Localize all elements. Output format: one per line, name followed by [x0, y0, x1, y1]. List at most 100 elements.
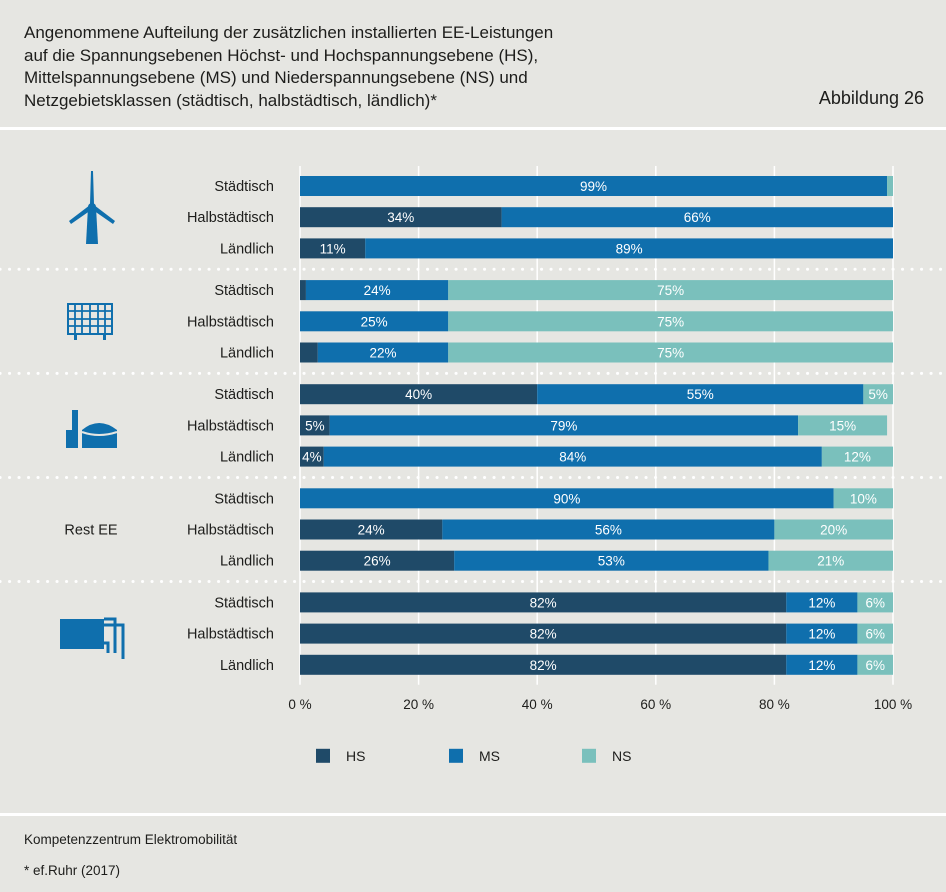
row-label: Städtisch	[214, 283, 274, 299]
title-line: Angenommene Aufteilung der zusätzlichen …	[24, 23, 554, 42]
footnote-text: * ef.Ruhr (2017)	[24, 863, 121, 878]
bar-value-label: 12%	[844, 450, 871, 465]
bar-segment-ns	[768, 550, 893, 571]
row-label: Städtisch	[214, 595, 274, 611]
x-tick-label: 100 %	[874, 697, 912, 712]
bar-value-label: 26%	[364, 554, 391, 569]
title-line: Mittelspannungsebene (MS) und Niederspan…	[24, 68, 528, 87]
bar-segment-ms	[323, 446, 822, 467]
bar-segment-hs	[300, 592, 787, 613]
legend-label: MS	[479, 748, 500, 764]
title-line: auf die Spannungsebenen Höchst- und Hoch…	[24, 45, 539, 65]
row-label: Ländlich	[220, 346, 274, 362]
bar-segment-hs	[300, 654, 787, 675]
bar-value-label: 6%	[865, 627, 885, 642]
bar-segment-ns	[448, 280, 893, 301]
bar-value-label: 34%	[387, 210, 414, 225]
bar-segment-ms	[501, 207, 893, 228]
bar-value-label: 75%	[657, 346, 684, 361]
bar-segment-ns	[798, 415, 888, 436]
bar-value-label: 6%	[865, 595, 885, 610]
bar-segment-ms	[305, 280, 449, 301]
row-label: Ländlich	[220, 554, 274, 570]
bar-value-label: 5%	[868, 387, 888, 402]
legend-label: HS	[346, 748, 365, 764]
bar-segment-ns	[857, 592, 893, 613]
bar-segment-ms	[537, 384, 864, 405]
bar-value-label: 89%	[616, 241, 643, 256]
bar-value-label: 25%	[361, 314, 388, 329]
group-icons	[60, 171, 125, 659]
row-label: Halbstädtisch	[187, 314, 274, 330]
chart-title: Angenommene Aufteilung der zusätzlichen …	[24, 22, 644, 112]
bar-segment-ms	[317, 342, 449, 363]
bar-value-label: 84%	[559, 450, 586, 465]
bar-segment-ms	[300, 311, 449, 332]
group-label: Rest EE	[64, 523, 118, 539]
bar-value-label: 75%	[657, 314, 684, 329]
row-label: Ländlich	[220, 241, 274, 257]
x-tick-label: 20 %	[403, 697, 434, 712]
heat-pump-icon	[60, 617, 125, 659]
bar-value-label: 82%	[530, 627, 557, 642]
row-label: Ländlich	[220, 450, 274, 466]
bar-value-label: 4%	[302, 450, 322, 465]
bar-segment-hs	[300, 280, 306, 301]
bar-value-label: 82%	[530, 658, 557, 673]
bar-value-label: 6%	[865, 658, 885, 673]
bar-segment-hs	[300, 238, 366, 259]
bar-value-label: 99%	[580, 179, 607, 194]
top-divider	[0, 127, 946, 130]
bars: 99% 34% 66% 11% 89% 24% 75% 25% 75% 22% 75% 40% 55% 5…	[300, 176, 894, 675]
bar-value-label: 20%	[820, 523, 847, 538]
bar-value-label: 55%	[687, 387, 714, 402]
legend-swatch-ms	[449, 748, 463, 763]
bar-value-label: 53%	[598, 554, 625, 569]
bar-segment-ms	[300, 488, 834, 509]
x-axis-ticks: 0 % 20 % 40 % 60 % 80 % 100 %	[288, 697, 912, 712]
bar-segment-ns	[857, 623, 893, 644]
bar-value-label: 82%	[530, 595, 557, 610]
biogas-plant-icon	[66, 410, 118, 448]
row-label: Städtisch	[214, 387, 274, 403]
bar-segment-ns	[857, 654, 893, 675]
legend-swatch-hs	[316, 748, 330, 763]
bar-value-label: 24%	[358, 523, 385, 538]
row-label: Halbstädtisch	[187, 627, 274, 643]
bar-segment-hs	[300, 550, 455, 571]
row-label: Städtisch	[214, 179, 274, 195]
bar-value-label: 79%	[550, 418, 577, 433]
bar-value-label: 12%	[808, 627, 835, 642]
bottom-divider	[0, 813, 946, 816]
bar-segment-hs	[300, 623, 787, 644]
bar-value-label: 12%	[808, 658, 835, 673]
row-label: Halbstädtisch	[187, 418, 274, 434]
bar-value-label: 12%	[808, 595, 835, 610]
title-line: Netzgebietsklassen (städtisch, halbstädt…	[24, 90, 437, 110]
bar-segment-ms	[300, 176, 888, 196]
bar-value-label: 10%	[850, 491, 877, 506]
x-tick-label: 40 %	[522, 697, 553, 712]
bar-segment-ns	[774, 519, 893, 540]
bar-segment-hs	[300, 446, 324, 467]
source-text: Kompetenzzentrum Elektromobilität	[24, 832, 238, 847]
legend-label: NS	[612, 748, 631, 764]
bar-segment-ms	[329, 415, 799, 436]
bar-segment-ms	[786, 592, 858, 613]
bar-segment-ns	[887, 176, 893, 196]
bar-segment-ns	[448, 342, 893, 363]
bar-value-label: 21%	[817, 554, 844, 569]
bar-segment-ns	[448, 311, 893, 332]
solar-panel-icon	[67, 303, 113, 340]
bar-value-label: 11%	[320, 241, 346, 256]
bar-segment-ms	[786, 623, 858, 644]
x-tick-label: 60 %	[640, 697, 671, 712]
bar-segment-ms	[786, 654, 858, 675]
bar-value-label: 5%	[305, 418, 325, 433]
bar-segment-ms	[442, 519, 775, 540]
bar-value-label: 40%	[405, 387, 432, 402]
row-label: Halbstädtisch	[187, 523, 274, 539]
x-tick-label: 80 %	[759, 697, 790, 712]
wind-turbine-icon	[69, 171, 115, 244]
bar-value-label: 66%	[684, 210, 711, 225]
